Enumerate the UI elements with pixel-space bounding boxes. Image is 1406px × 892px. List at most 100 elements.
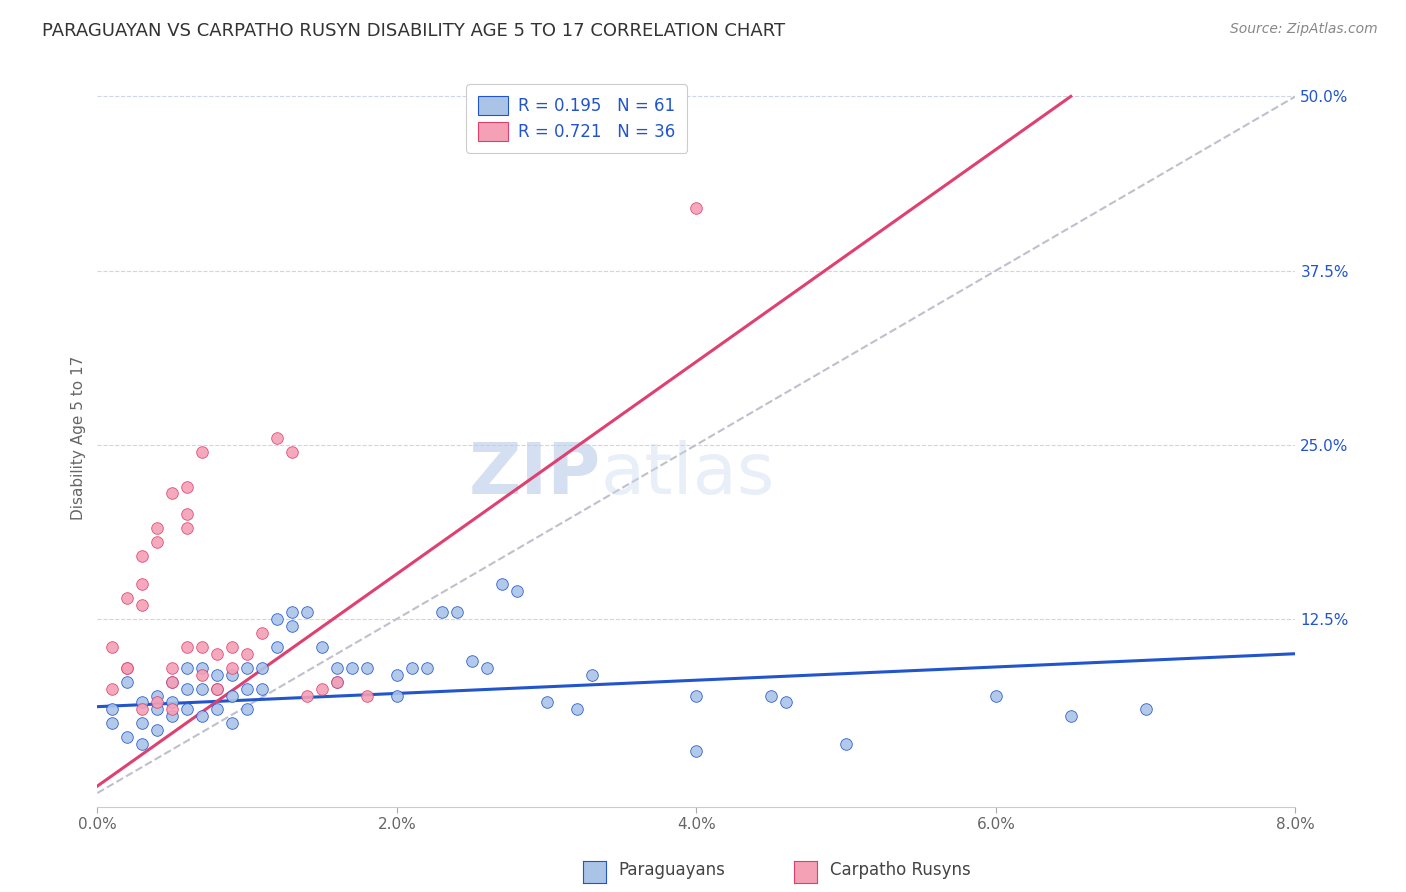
Point	[160, 696, 183, 710]
Point	[131, 577, 153, 591]
Point	[191, 444, 214, 458]
Point	[191, 667, 214, 681]
Point	[146, 723, 169, 738]
Point	[117, 674, 139, 689]
Point	[250, 681, 273, 696]
Text: Paraguayans: Paraguayans	[619, 861, 725, 879]
Point	[1135, 702, 1157, 716]
Point	[461, 654, 484, 668]
Point	[385, 667, 408, 681]
Point	[266, 431, 288, 445]
Point	[191, 640, 214, 654]
Point	[160, 709, 183, 723]
Point	[176, 508, 198, 522]
Point	[1060, 709, 1083, 723]
Point	[385, 689, 408, 703]
Point	[101, 702, 124, 716]
Point	[176, 660, 198, 674]
Point	[221, 667, 243, 681]
Point	[101, 640, 124, 654]
Point	[416, 660, 439, 674]
Point	[205, 681, 228, 696]
Point	[221, 660, 243, 674]
Point	[205, 681, 228, 696]
Point	[984, 689, 1007, 703]
Point	[326, 674, 349, 689]
Point	[685, 744, 707, 758]
Point	[146, 535, 169, 549]
Point	[250, 625, 273, 640]
Point	[131, 549, 153, 564]
Point	[685, 689, 707, 703]
Point	[295, 689, 318, 703]
Point	[117, 660, 139, 674]
Point	[131, 696, 153, 710]
Point	[146, 689, 169, 703]
Point	[295, 605, 318, 619]
Text: PARAGUAYAN VS CARPATHO RUSYN DISABILITY AGE 5 TO 17 CORRELATION CHART: PARAGUAYAN VS CARPATHO RUSYN DISABILITY …	[42, 22, 786, 40]
Point	[191, 709, 214, 723]
Point	[146, 702, 169, 716]
Y-axis label: Disability Age 5 to 17: Disability Age 5 to 17	[72, 356, 86, 520]
Point	[160, 660, 183, 674]
Point	[221, 689, 243, 703]
Point	[176, 681, 198, 696]
Point	[430, 605, 453, 619]
Point	[205, 667, 228, 681]
Point	[581, 667, 603, 681]
Point	[117, 591, 139, 605]
Point	[191, 660, 214, 674]
Point	[146, 521, 169, 535]
Point	[160, 702, 183, 716]
Point	[266, 612, 288, 626]
Point	[685, 201, 707, 215]
Point	[236, 702, 259, 716]
Point	[565, 702, 588, 716]
Point	[326, 674, 349, 689]
Point	[475, 660, 498, 674]
Point	[205, 702, 228, 716]
Point	[131, 737, 153, 751]
Point	[117, 731, 139, 745]
Point	[101, 681, 124, 696]
Point	[356, 689, 378, 703]
Point	[281, 605, 304, 619]
Point	[401, 660, 423, 674]
Point	[775, 696, 797, 710]
Point	[205, 647, 228, 661]
Legend: R = 0.195   N = 61, R = 0.721   N = 36: R = 0.195 N = 61, R = 0.721 N = 36	[467, 84, 688, 153]
Point	[176, 479, 198, 493]
Point	[160, 486, 183, 500]
Point	[160, 674, 183, 689]
Point	[326, 660, 349, 674]
Point	[131, 598, 153, 612]
Text: Source: ZipAtlas.com: Source: ZipAtlas.com	[1230, 22, 1378, 37]
Point	[505, 584, 527, 599]
Point	[191, 681, 214, 696]
Text: ZIP: ZIP	[468, 440, 600, 509]
Point	[131, 716, 153, 731]
Point	[250, 660, 273, 674]
Point	[340, 660, 363, 674]
Point	[176, 521, 198, 535]
Point	[536, 696, 558, 710]
Point	[281, 444, 304, 458]
Text: Carpatho Rusyns: Carpatho Rusyns	[830, 861, 970, 879]
Point	[101, 716, 124, 731]
Point	[491, 577, 513, 591]
Point	[311, 640, 333, 654]
Point	[835, 737, 858, 751]
Point	[356, 660, 378, 674]
Point	[236, 660, 259, 674]
Point	[281, 619, 304, 633]
Point	[761, 689, 783, 703]
Point	[176, 640, 198, 654]
Point	[146, 696, 169, 710]
Point	[131, 702, 153, 716]
Point	[446, 605, 468, 619]
Point	[266, 640, 288, 654]
Point	[221, 640, 243, 654]
Point	[117, 660, 139, 674]
Text: atlas: atlas	[600, 440, 775, 509]
Point	[311, 681, 333, 696]
